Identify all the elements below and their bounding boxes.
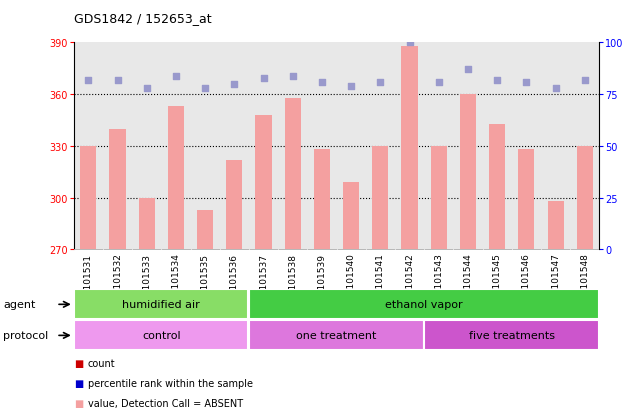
Bar <box>256 116 272 250</box>
Bar <box>74 250 103 289</box>
Bar <box>424 250 453 289</box>
Bar <box>453 250 483 289</box>
Bar <box>110 129 126 250</box>
Bar <box>343 183 359 250</box>
Text: GSM101539: GSM101539 <box>317 253 326 308</box>
Bar <box>424 320 599 350</box>
Text: GSM101533: GSM101533 <box>142 253 151 308</box>
Point <box>463 67 473 74</box>
Point <box>579 77 590 84</box>
Bar <box>519 150 535 250</box>
Text: GSM101537: GSM101537 <box>259 253 268 308</box>
Text: GSM101542: GSM101542 <box>405 253 414 308</box>
Bar <box>168 107 184 250</box>
Text: GSM101535: GSM101535 <box>201 253 210 308</box>
Text: one treatment: one treatment <box>296 330 377 341</box>
Text: ■: ■ <box>74 378 83 388</box>
Bar <box>307 250 337 289</box>
Text: GSM101536: GSM101536 <box>230 253 239 308</box>
Point <box>492 77 503 84</box>
Bar <box>249 320 424 350</box>
Text: GSM101532: GSM101532 <box>113 253 122 308</box>
Point <box>83 77 94 84</box>
Bar <box>372 147 388 250</box>
Bar <box>547 202 563 250</box>
Bar <box>74 320 248 350</box>
Point <box>521 79 531 86</box>
Point <box>346 83 356 90</box>
Bar <box>460 95 476 250</box>
Text: GSM101540: GSM101540 <box>347 253 356 308</box>
Text: GSM101545: GSM101545 <box>493 253 502 308</box>
Point <box>200 85 210 92</box>
Text: protocol: protocol <box>3 330 49 341</box>
Point <box>317 79 327 86</box>
Text: GSM101531: GSM101531 <box>84 253 93 308</box>
Bar <box>483 250 512 289</box>
Text: GSM101547: GSM101547 <box>551 253 560 308</box>
Text: GSM101534: GSM101534 <box>171 253 180 308</box>
Text: GSM101543: GSM101543 <box>434 253 443 308</box>
Bar <box>220 250 249 289</box>
Bar <box>103 250 132 289</box>
Bar <box>314 150 330 250</box>
Bar <box>401 47 417 250</box>
Bar <box>226 160 242 250</box>
Text: five treatments: five treatments <box>469 330 554 341</box>
Text: count: count <box>88 358 115 368</box>
Bar <box>337 250 366 289</box>
Point <box>112 77 122 84</box>
Point <box>551 85 561 92</box>
Bar <box>577 147 593 250</box>
Bar <box>80 147 96 250</box>
Bar <box>74 290 248 320</box>
Text: ■: ■ <box>74 398 83 408</box>
Bar <box>190 250 220 289</box>
Bar <box>570 250 599 289</box>
Point <box>142 85 152 92</box>
Point <box>258 75 269 82</box>
Bar <box>162 250 190 289</box>
Bar <box>512 250 541 289</box>
Text: ethanol vapor: ethanol vapor <box>385 299 463 310</box>
Point <box>229 81 240 88</box>
Bar <box>197 210 213 250</box>
Text: control: control <box>142 330 181 341</box>
Bar <box>285 98 301 250</box>
Text: ■: ■ <box>74 358 83 368</box>
Bar <box>395 250 424 289</box>
Point <box>404 40 415 47</box>
Text: GSM101538: GSM101538 <box>288 253 297 308</box>
Text: GSM101544: GSM101544 <box>463 253 472 308</box>
Bar <box>249 250 278 289</box>
Text: agent: agent <box>3 299 36 310</box>
Point <box>433 79 444 86</box>
Text: GSM101541: GSM101541 <box>376 253 385 308</box>
Text: GSM101546: GSM101546 <box>522 253 531 308</box>
Point <box>288 73 298 80</box>
Bar <box>431 147 447 250</box>
Text: humidified air: humidified air <box>122 299 200 310</box>
Bar <box>489 124 505 250</box>
Bar <box>366 250 395 289</box>
Point <box>171 73 181 80</box>
Bar <box>132 250 162 289</box>
Bar <box>541 250 570 289</box>
Text: value, Detection Call = ABSENT: value, Detection Call = ABSENT <box>88 398 243 408</box>
Text: percentile rank within the sample: percentile rank within the sample <box>88 378 253 388</box>
Bar <box>138 198 154 250</box>
Text: GDS1842 / 152653_at: GDS1842 / 152653_at <box>74 12 212 25</box>
Text: GSM101548: GSM101548 <box>580 253 589 308</box>
Bar <box>278 250 307 289</box>
Point <box>375 79 385 86</box>
Bar <box>249 290 599 320</box>
